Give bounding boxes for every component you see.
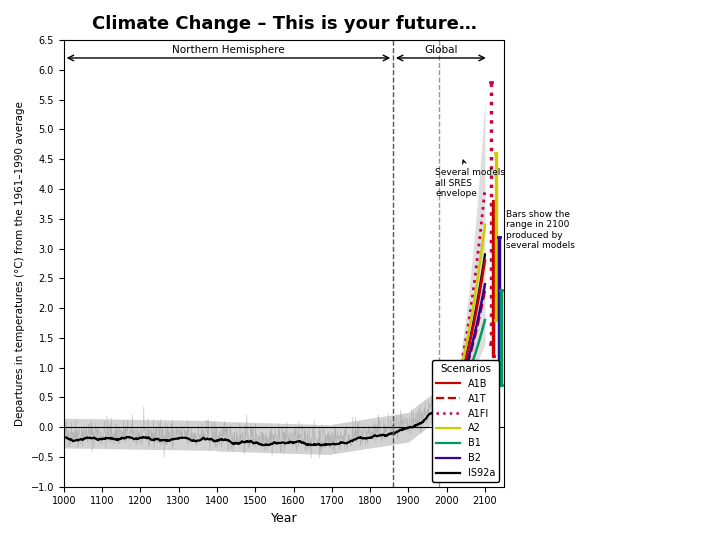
B2	[438, 406, 447, 413]
A1FI	[448, 393, 456, 400]
A1T	[481, 287, 490, 293]
Text: Northern Hemisphere: Northern Hemisphere	[172, 45, 284, 55]
Legend: A1B, A1T, A1FI, A2, B1, B2, IS92a: A1B, A1T, A1FI, A2, B1, B2, IS92a	[432, 360, 499, 482]
A1B	[438, 406, 447, 413]
B2	[454, 385, 463, 392]
A2	[458, 360, 467, 366]
A2	[463, 336, 472, 343]
A1T	[454, 386, 463, 393]
A2	[438, 406, 447, 413]
B2	[449, 395, 458, 402]
A1T	[438, 406, 447, 413]
B1	[479, 322, 487, 329]
Y-axis label: Departures in temperatures (°C) from the 1961–1990 average: Departures in temperatures (°C) from the…	[15, 101, 25, 426]
B2	[458, 375, 467, 381]
IS92a	[454, 380, 463, 386]
A1T	[448, 398, 456, 404]
Line: IS92a: IS92a	[443, 254, 485, 409]
Line: B2: B2	[443, 284, 485, 409]
A1FI	[481, 186, 490, 192]
Text: Several models
all SRES
envelope: Several models all SRES envelope	[435, 160, 505, 198]
B2	[463, 359, 472, 366]
IS92a	[449, 393, 458, 400]
IS92a	[481, 251, 490, 258]
B1	[463, 373, 472, 379]
Title: Climate Change – This is your future…: Climate Change – This is your future…	[91, 15, 477, 33]
X-axis label: Year: Year	[271, 512, 297, 525]
A2	[481, 221, 490, 228]
IS92a	[479, 261, 487, 268]
B2	[448, 397, 456, 404]
A1T	[479, 295, 487, 301]
B2	[479, 289, 487, 295]
A2	[454, 375, 463, 381]
A1B	[481, 257, 490, 264]
IS92a	[458, 367, 467, 374]
A1B	[454, 381, 463, 387]
B1	[438, 406, 447, 413]
A1T	[463, 361, 472, 368]
B1	[481, 317, 490, 323]
Text: Bars show the
range in 2100
produced by
several models: Bars show the range in 2100 produced by …	[506, 210, 575, 250]
Line: B1: B1	[443, 320, 485, 409]
Line: A1B: A1B	[443, 260, 485, 409]
A1B	[449, 393, 458, 400]
A2	[449, 390, 458, 397]
Line: A2: A2	[443, 225, 485, 409]
A1B	[463, 350, 472, 356]
Text: Global: Global	[424, 45, 458, 55]
A1T	[449, 396, 458, 402]
A1FI	[479, 201, 487, 207]
A1FI	[458, 355, 467, 361]
IS92a	[438, 406, 447, 413]
A1T	[458, 376, 467, 383]
Line: A1T: A1T	[443, 290, 485, 409]
A1B	[479, 267, 487, 273]
A2	[448, 393, 456, 400]
B2	[481, 281, 490, 287]
A1FI	[449, 390, 458, 396]
A1B	[448, 396, 456, 402]
A1FI	[438, 406, 447, 413]
A1FI	[454, 372, 463, 379]
A1B	[458, 369, 467, 375]
A1FI	[463, 327, 472, 334]
A2	[479, 233, 487, 240]
B1	[454, 391, 463, 397]
Line: A1FI: A1FI	[443, 189, 485, 409]
B1	[449, 399, 458, 405]
B1	[458, 384, 467, 390]
B1	[448, 400, 456, 406]
IS92a	[463, 348, 472, 354]
IS92a	[448, 395, 456, 402]
